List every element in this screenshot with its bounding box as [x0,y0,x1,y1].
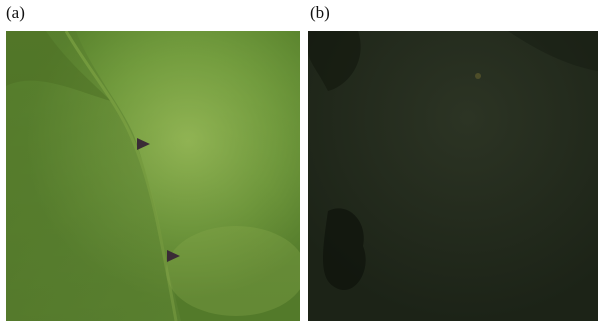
arrowhead-marker-lower [167,250,180,262]
panel-b-label: (b) [310,3,330,22]
panel-a-label: (a) [6,3,25,22]
panel-a-photo [6,31,300,321]
panel-b-photo [308,31,598,321]
arrowhead-marker-upper [137,138,150,150]
panel-b-image [308,31,598,321]
panel-a-image [6,31,300,321]
